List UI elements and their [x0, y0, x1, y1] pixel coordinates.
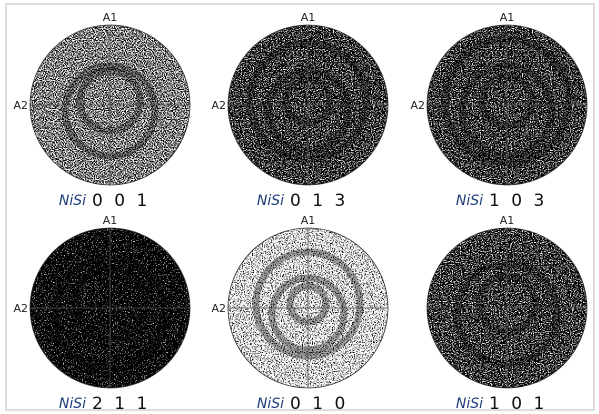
axis-label-a2: A2	[13, 99, 28, 112]
axis-label-a1: A1	[500, 214, 515, 227]
axis-label-a2: A2	[410, 99, 425, 112]
axis-label-a2: A2	[211, 302, 226, 315]
pole-figure: A1 A2 NiSi 2 1 1	[13, 214, 191, 414]
hkl-label: 0 0 1	[92, 191, 150, 211]
phase-label: NiSi	[59, 193, 86, 209]
phase-label: NiSi	[257, 193, 284, 209]
hkl-label: 2 1 1	[92, 394, 150, 414]
hkl-label: 0 1 3	[290, 191, 348, 211]
frame	[5, 3, 595, 411]
axis-label-a2: A2	[13, 302, 28, 315]
axis-label-a1: A1	[500, 11, 515, 24]
phase-label: NiSi	[59, 396, 86, 412]
pole-figure: A1 A2 NiSi 0 1 3	[211, 11, 389, 211]
pole-figure: A1 A2 NiSi 0 1 0	[211, 214, 389, 414]
axis-label-a1: A1	[301, 11, 316, 24]
pole-figure: A1 NiSi 1 0 1	[426, 214, 588, 414]
hkl-label: 0 1 0	[290, 394, 348, 414]
phase-label: NiSi	[257, 396, 284, 412]
phase-label: NiSi	[456, 193, 483, 209]
axis-label-a1: A1	[103, 11, 118, 24]
pole-figure: A1 A2 NiSi 0 0 1	[13, 11, 191, 211]
axis-label-a1: A1	[103, 214, 118, 227]
hkl-label: 1 0 3	[489, 191, 547, 211]
pole-figure: A1 A2 NiSi 1 0 3	[410, 11, 588, 211]
hkl-label: 1 0 1	[489, 394, 547, 414]
axis-label-a1: A1	[301, 214, 316, 227]
axis-label-a2: A2	[211, 99, 226, 112]
phase-label: NiSi	[456, 396, 483, 412]
